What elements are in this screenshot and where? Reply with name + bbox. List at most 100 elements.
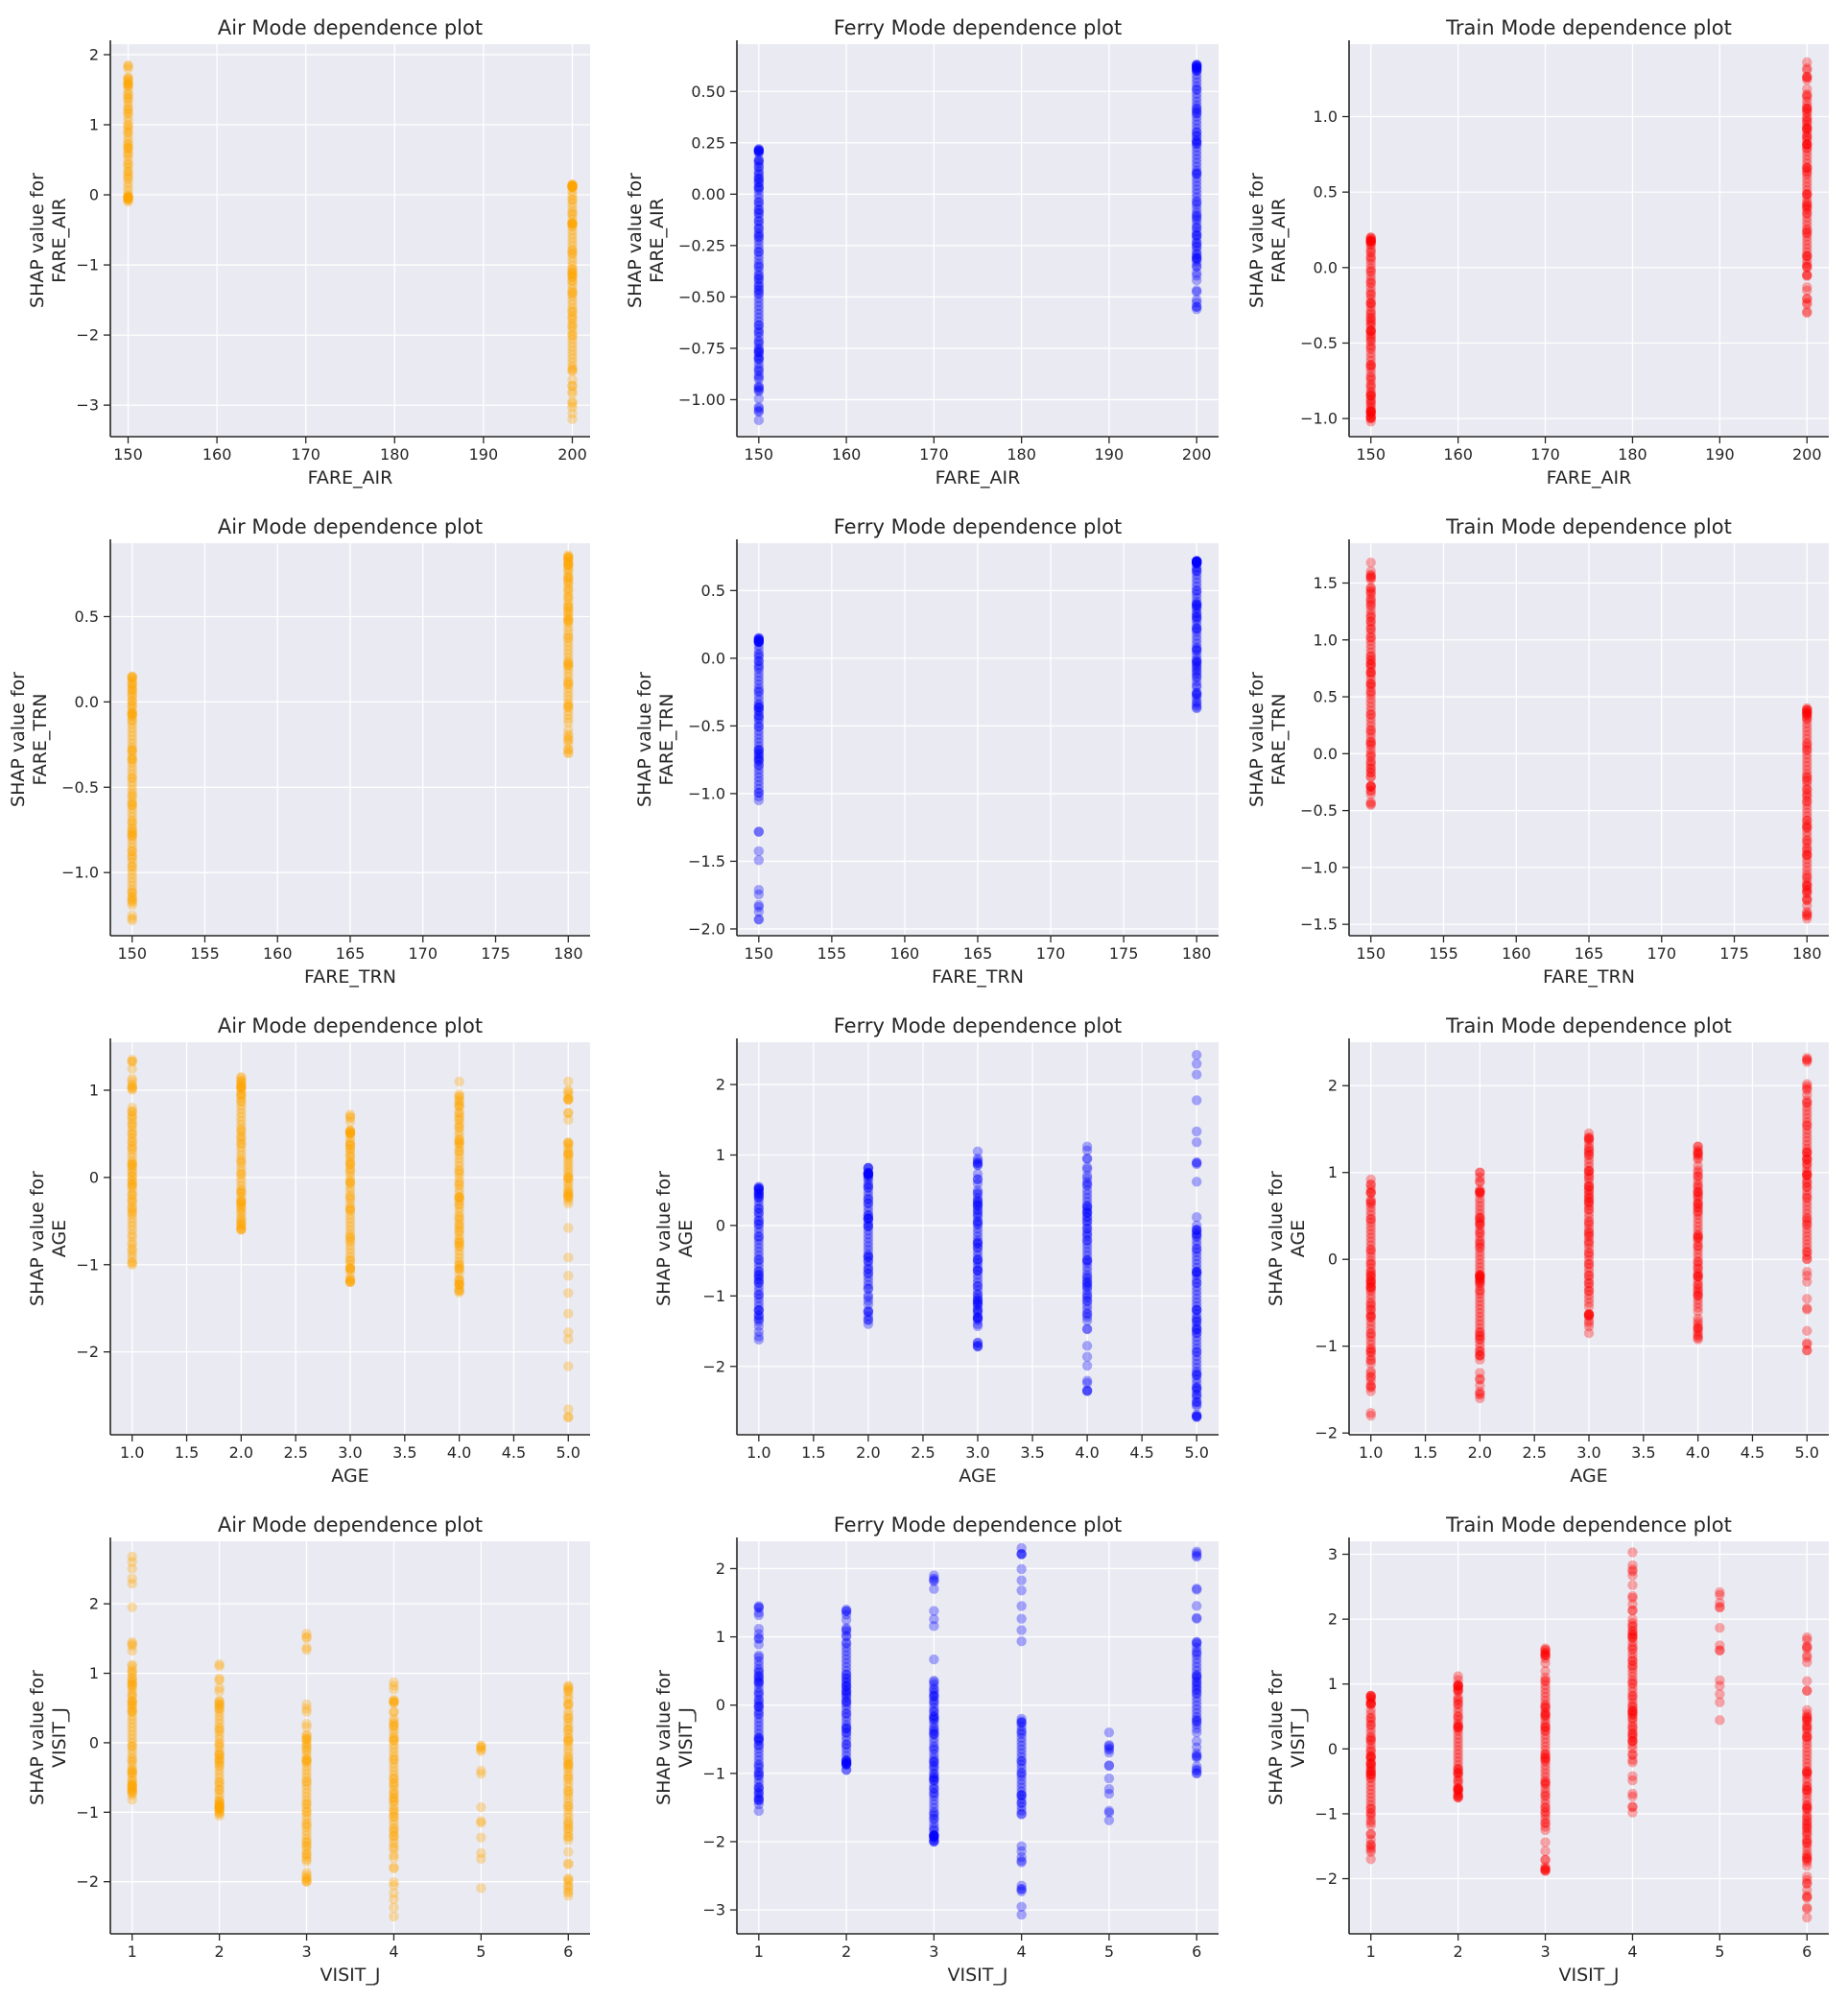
data-point [1583, 1316, 1595, 1326]
data-point [1191, 1343, 1202, 1354]
y-tick-label: −1 [1315, 1337, 1338, 1355]
data-point [1802, 792, 1812, 802]
data-point [1365, 713, 1376, 724]
data-point [1191, 188, 1202, 199]
y-tick-label: −1.5 [688, 852, 725, 870]
data-point [1365, 1368, 1376, 1378]
data-point [753, 759, 765, 771]
data-point [1365, 1410, 1376, 1421]
data-point [344, 1112, 356, 1124]
data-point [1802, 64, 1812, 76]
data-point [1365, 1298, 1376, 1308]
data-point [753, 1805, 765, 1817]
data-point [236, 1081, 247, 1092]
data-point [1191, 157, 1202, 168]
data-point [1365, 277, 1376, 288]
data-point [972, 1174, 983, 1185]
data-point [1802, 866, 1812, 876]
data-point [127, 1256, 137, 1267]
data-point [1802, 103, 1812, 114]
data-point [1191, 242, 1202, 252]
data-point [841, 1722, 852, 1733]
data-point [454, 1153, 464, 1164]
data-point [1802, 193, 1812, 203]
data-point [1191, 623, 1202, 633]
data-point [344, 1125, 356, 1136]
data-point [1191, 1323, 1202, 1335]
data-point [1583, 1147, 1595, 1157]
data-point [863, 1283, 874, 1295]
y-axis-label-line: SHAP value for [1246, 173, 1268, 308]
data-point [863, 1251, 874, 1262]
data-point [1475, 1393, 1485, 1404]
data-point [123, 185, 133, 197]
data-point [454, 1226, 464, 1236]
data-point [1365, 1205, 1376, 1217]
data-point [123, 193, 133, 204]
data-point [1081, 1216, 1093, 1227]
data-point [753, 1247, 765, 1257]
y-axis-label: SHAP value forAGE [27, 1171, 70, 1306]
data-point [236, 1146, 247, 1156]
data-point [344, 1126, 356, 1136]
x-tick-label: 150 [1356, 445, 1386, 464]
data-point [1016, 1636, 1027, 1647]
data-point [1081, 1170, 1093, 1181]
data-point [1365, 1312, 1376, 1323]
data-point [123, 103, 133, 114]
chart-title: Ferry Mode dependence plot [834, 1513, 1123, 1536]
data-point [863, 1264, 874, 1274]
data-point [1365, 1327, 1376, 1339]
data-point [1475, 1271, 1485, 1282]
data-point [1191, 1267, 1202, 1277]
data-point [1365, 1263, 1376, 1274]
data-point [753, 636, 765, 648]
data-point [1802, 224, 1812, 234]
data-point [863, 1314, 874, 1325]
data-point [753, 1192, 765, 1203]
data-point [1583, 1217, 1595, 1228]
data-point [1365, 417, 1376, 427]
data-point [567, 330, 578, 341]
y-tick-label: −2 [1315, 1870, 1338, 1888]
data-point [753, 1188, 765, 1199]
data-point [1802, 299, 1812, 310]
data-point [1627, 1620, 1638, 1632]
data-point [1627, 1599, 1638, 1609]
data-point [1475, 1197, 1485, 1208]
data-point [563, 551, 574, 562]
data-point [1191, 1095, 1202, 1106]
data-point [127, 1171, 137, 1181]
data-point [1365, 395, 1376, 406]
data-point [753, 636, 765, 647]
data-point [1475, 1315, 1485, 1326]
data-point [1475, 1296, 1485, 1307]
data-point [841, 1739, 852, 1751]
data-point [454, 1108, 464, 1118]
data-point [1365, 1408, 1376, 1418]
data-point [753, 791, 765, 802]
data-point [1365, 635, 1376, 646]
data-point [1802, 1095, 1812, 1106]
data-point [753, 661, 765, 673]
data-point [567, 361, 578, 371]
data-point [1693, 1302, 1703, 1313]
data-point [1191, 1158, 1202, 1170]
data-point [753, 1203, 765, 1214]
data-point [236, 1142, 247, 1153]
data-point [1191, 1069, 1202, 1080]
data-point [127, 888, 137, 898]
data-point [1191, 1225, 1202, 1236]
data-point [753, 1243, 765, 1253]
data-point [454, 1285, 464, 1297]
data-point [454, 1145, 464, 1156]
data-point [1365, 583, 1376, 594]
data-point [567, 260, 578, 271]
data-point [1365, 359, 1376, 370]
x-tick-label: 155 [817, 944, 847, 963]
data-point [344, 1192, 356, 1203]
data-point [1802, 850, 1812, 861]
data-point [1365, 651, 1376, 662]
data-point [753, 372, 765, 383]
data-point [344, 1275, 356, 1287]
